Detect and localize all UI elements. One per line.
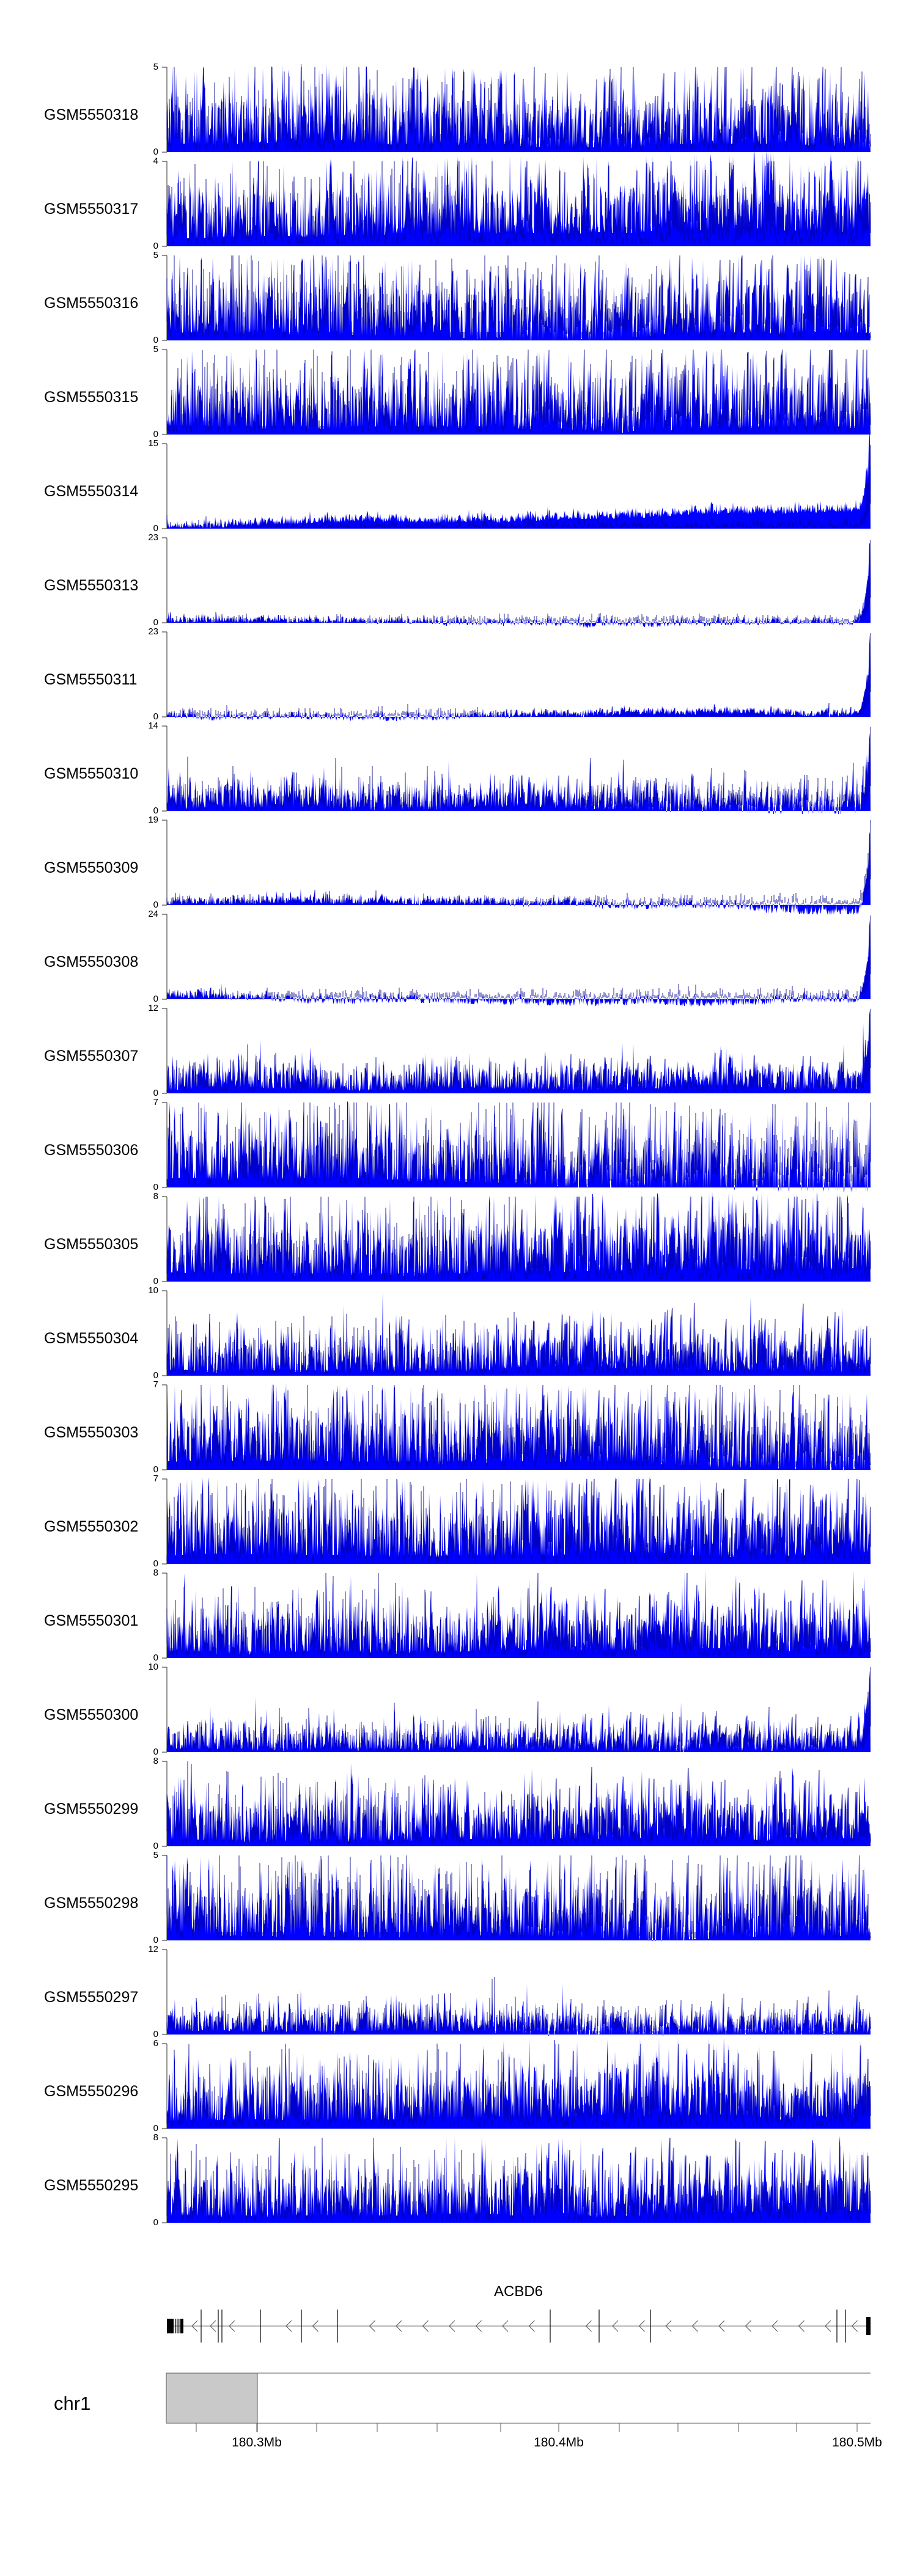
svg-text:12: 12 (148, 1944, 158, 1954)
svg-text:15: 15 (148, 438, 158, 449)
svg-text:GSM5550295: GSM5550295 (44, 2177, 138, 2194)
svg-text:GSM5550313: GSM5550313 (44, 577, 138, 594)
svg-text:GSM5550315: GSM5550315 (44, 389, 138, 406)
svg-text:GSM5550310: GSM5550310 (44, 765, 138, 782)
svg-text:7: 7 (153, 1097, 158, 1107)
svg-text:6: 6 (153, 2038, 158, 2049)
svg-text:8: 8 (153, 1756, 158, 1766)
svg-text:GSM5550318: GSM5550318 (44, 106, 138, 123)
svg-text:19: 19 (148, 815, 158, 825)
svg-text:GSM5550299: GSM5550299 (44, 1800, 138, 1818)
svg-text:10: 10 (148, 1285, 158, 1296)
svg-text:5: 5 (153, 1850, 158, 1860)
svg-text:180.4Mb: 180.4Mb (534, 2435, 584, 2449)
svg-text:GSM5550309: GSM5550309 (44, 859, 138, 876)
svg-text:GSM5550317: GSM5550317 (44, 200, 138, 218)
svg-text:GSM5550304: GSM5550304 (44, 1330, 138, 1347)
svg-text:23: 23 (148, 626, 158, 637)
svg-text:GSM5550302: GSM5550302 (44, 1518, 138, 1535)
svg-text:GSM5550297: GSM5550297 (44, 1989, 138, 2006)
svg-text:24: 24 (148, 909, 158, 919)
svg-text:GSM5550306: GSM5550306 (44, 1142, 138, 1159)
svg-text:180.3Mb: 180.3Mb (232, 2435, 282, 2449)
svg-text:GSM5550296: GSM5550296 (44, 2083, 138, 2100)
svg-text:7: 7 (153, 1379, 158, 1390)
svg-text:GSM5550303: GSM5550303 (44, 1424, 138, 1441)
svg-text:GSM5550305: GSM5550305 (44, 1236, 138, 1253)
svg-text:4: 4 (153, 156, 158, 166)
svg-text:GSM5550307: GSM5550307 (44, 1048, 138, 1065)
svg-text:8: 8 (153, 1568, 158, 1578)
svg-text:GSM5550316: GSM5550316 (44, 295, 138, 312)
svg-text:5: 5 (153, 344, 158, 354)
svg-text:7: 7 (153, 1473, 158, 1484)
svg-text:GSM5550314: GSM5550314 (44, 483, 138, 500)
svg-text:GSM5550311: GSM5550311 (44, 671, 137, 688)
svg-text:8: 8 (153, 2132, 158, 2143)
svg-text:12: 12 (148, 1003, 158, 1013)
svg-text:GSM5550308: GSM5550308 (44, 953, 138, 971)
svg-text:ACBD6: ACBD6 (494, 2283, 543, 2300)
svg-text:14: 14 (148, 721, 158, 731)
svg-text:8: 8 (153, 1191, 158, 1202)
svg-text:0: 0 (153, 2217, 158, 2228)
svg-text:GSM5550298: GSM5550298 (44, 1895, 138, 1912)
svg-text:chr1: chr1 (54, 2393, 90, 2414)
svg-text:GSM5550300: GSM5550300 (44, 1706, 138, 1723)
svg-text:5: 5 (153, 62, 158, 72)
svg-text:GSM5550301: GSM5550301 (44, 1612, 138, 1629)
svg-text:5: 5 (153, 250, 158, 260)
svg-text:180.5Mb: 180.5Mb (832, 2435, 882, 2449)
svg-text:23: 23 (148, 532, 158, 543)
svg-text:10: 10 (148, 1662, 158, 1672)
